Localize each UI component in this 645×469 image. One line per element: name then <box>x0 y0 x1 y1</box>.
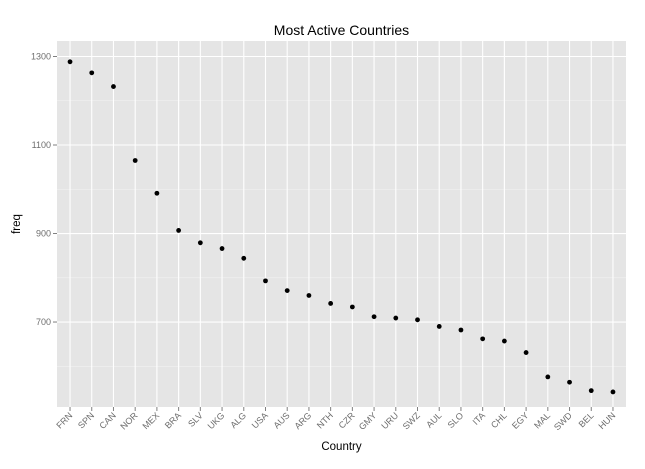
y-tick-label: 1100 <box>32 140 51 150</box>
data-point-bra <box>176 228 182 233</box>
data-point-mal <box>545 374 551 380</box>
data-point-chl <box>501 338 507 344</box>
y-axis-title: freq <box>11 214 23 234</box>
y-tick-label: 700 <box>36 317 51 327</box>
data-point-nth <box>328 301 334 306</box>
data-point-egy <box>523 350 529 355</box>
data-point-swz <box>415 317 420 323</box>
minor-gridlines <box>57 100 626 367</box>
y-tick-label: 900 <box>36 229 51 239</box>
data-point-nor <box>132 158 138 163</box>
data-point-usa <box>263 278 268 284</box>
chart-title: Most Active Countries <box>274 22 409 38</box>
data-point-mex <box>154 190 160 196</box>
data-point-ita <box>480 336 486 342</box>
data-point-frn <box>67 59 73 65</box>
x-axis-title: Country <box>321 441 362 453</box>
data-point-uru <box>393 315 399 321</box>
data-point-alg <box>241 255 247 261</box>
data-point-aul <box>436 324 442 329</box>
plot-panel <box>57 41 626 407</box>
data-point-swd <box>567 379 572 385</box>
data-point-can <box>111 84 116 89</box>
data-point-aus <box>284 288 290 294</box>
data-point-ukg <box>219 246 225 251</box>
data-point-bel <box>588 388 594 394</box>
data-point-czr <box>349 304 355 310</box>
data-points <box>67 59 616 395</box>
data-point-slo <box>458 327 464 333</box>
data-point-arg <box>306 293 312 298</box>
data-point-hun <box>610 389 616 395</box>
y-tick-label: 1300 <box>31 51 51 61</box>
y-axis-ticks: 700 900 1100 1300 <box>31 51 57 327</box>
data-point-slv <box>197 240 203 246</box>
data-point-spn <box>89 70 95 76</box>
data-point-gmy <box>371 314 377 320</box>
major-gridlines <box>57 41 626 407</box>
